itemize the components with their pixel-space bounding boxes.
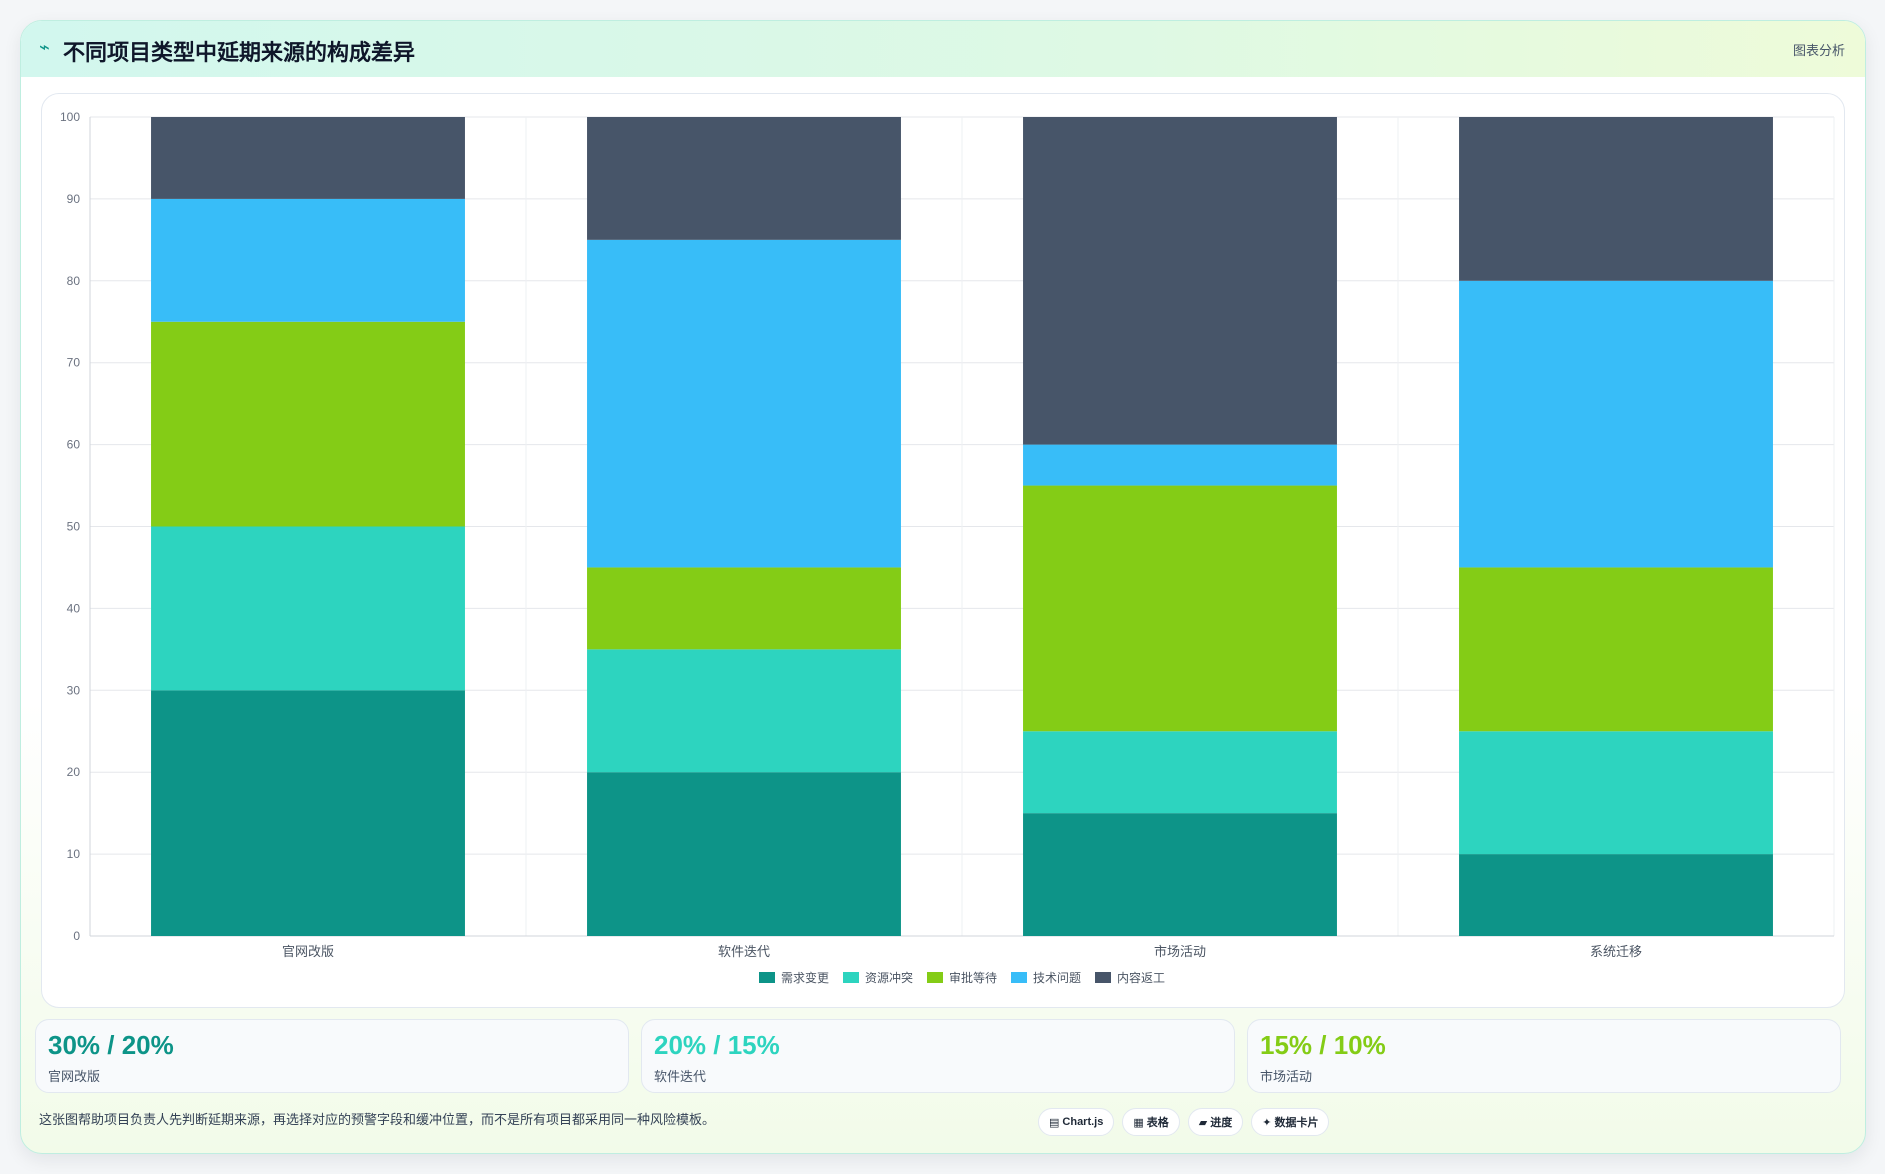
legend-swatch xyxy=(1095,972,1111,983)
legend-label: 审批等待 xyxy=(949,970,997,985)
stat-card-3: 15% / 10% 市场活动 xyxy=(1247,1019,1841,1093)
footer-note: 这张图帮助项目负责人先判断延期来源，再选择对应的预警字段和缓冲位置，而不是所有项… xyxy=(39,1112,716,1127)
chip-progress[interactable]: ▰ 进度 xyxy=(1187,1108,1244,1136)
bar-segment xyxy=(1459,731,1773,855)
chip-chartjs[interactable]: ▤ Chart.js xyxy=(1038,1108,1115,1136)
legend-swatch xyxy=(843,972,859,983)
bar-segment xyxy=(1023,731,1337,814)
chip-label: 数据卡片 xyxy=(1274,1117,1319,1129)
x-tick-label: 官网改版 xyxy=(282,944,334,959)
legend-swatch xyxy=(927,972,943,983)
legend-label: 内容返工 xyxy=(1117,970,1165,985)
y-tick-label: 0 xyxy=(73,929,80,943)
legend-label: 需求变更 xyxy=(781,970,829,985)
stacked-bar-chart: 0 10 20 30 40 50 60 70 80 90 100 官网改版 软件迭代 市场活动 系统迁移需求… xyxy=(60,110,1835,985)
bar-segment xyxy=(1023,117,1337,445)
bar-segment xyxy=(151,526,465,691)
bar-segment xyxy=(151,198,465,322)
y-tick-label: 20 xyxy=(67,765,81,779)
bar-segment xyxy=(1459,854,1773,936)
table-icon: ▦ xyxy=(1133,1116,1144,1129)
bar-segment xyxy=(1459,117,1773,281)
x-tick-label: 市场活动 xyxy=(1154,944,1206,959)
bar-segment xyxy=(1023,813,1337,936)
chart-title: 不同项目类型中延期来源的构成差异 xyxy=(63,40,416,65)
chip-data-card[interactable]: ✦ 数据卡片 xyxy=(1251,1108,1330,1136)
y-tick-label: 40 xyxy=(67,601,81,615)
chip-table[interactable]: ▦ 表格 xyxy=(1122,1108,1180,1136)
stat-value: 30% / 20% xyxy=(48,1030,174,1060)
bar-segment xyxy=(587,239,901,568)
stat-value: 20% / 15% xyxy=(654,1030,780,1060)
chip-label: Chart.js xyxy=(1062,1116,1104,1128)
bar-segment xyxy=(1023,444,1337,486)
bar-segment xyxy=(1459,567,1773,732)
y-tick-label: 50 xyxy=(67,520,81,534)
chart-analysis-badge: 图表分析 xyxy=(1792,43,1845,58)
bar-segment xyxy=(1459,280,1773,568)
tag-chips: ▤ Chart.js ▦ 表格 ▰ 进度 ✦ 数据卡片 xyxy=(1038,1108,1330,1136)
y-tick-label: 80 xyxy=(67,274,81,288)
y-tick-label: 70 xyxy=(67,356,81,370)
stat-card-1: 30% / 20% 官网改版 xyxy=(35,1019,629,1093)
stat-value: 15% / 10% xyxy=(1260,1030,1386,1060)
chip-label: 进度 xyxy=(1210,1117,1233,1129)
progress-icon: ▰ xyxy=(1198,1116,1208,1129)
chart-icon: ▤ xyxy=(1049,1116,1060,1129)
legend-swatch xyxy=(759,972,775,983)
stat-label: 市场活动 xyxy=(1260,1069,1313,1084)
chart-card: ⌁ 不同项目类型中延期来源的构成差异 图表分析 0 10 20 30 40 50 60 70 8… xyxy=(20,20,1866,1154)
chart-panel: 0 10 20 30 40 50 60 70 80 90 100 官网改版 软件迭代 市场活动 系统迁移需求… xyxy=(41,93,1845,1008)
x-tick-label: 系统迁移 xyxy=(1590,944,1642,959)
chip-label: 表格 xyxy=(1146,1117,1169,1129)
x-tick-label: 软件迭代 xyxy=(718,944,770,959)
card-icon: ✦ xyxy=(1262,1116,1272,1129)
y-tick-label: 30 xyxy=(67,683,81,697)
legend-label: 资源冲突 xyxy=(865,970,913,985)
bar-segment xyxy=(587,772,901,936)
trend-icon: ⌁ xyxy=(39,37,50,57)
bar-segment xyxy=(151,117,465,199)
y-tick-label: 60 xyxy=(67,438,81,452)
stat-label: 软件迭代 xyxy=(654,1069,707,1084)
card-header: ⌁ 不同项目类型中延期来源的构成差异 图表分析 xyxy=(21,21,1865,77)
stat-label: 官网改版 xyxy=(48,1069,101,1084)
y-tick-label: 100 xyxy=(60,110,80,124)
legend-label: 技术问题 xyxy=(1033,971,1081,985)
bar-segment xyxy=(151,690,465,936)
bar-segment xyxy=(587,649,901,773)
stat-card-2: 20% / 15% 软件迭代 xyxy=(641,1019,1235,1093)
bar-segment xyxy=(1023,485,1337,732)
y-tick-label: 90 xyxy=(67,192,81,206)
legend-swatch xyxy=(1011,972,1027,983)
y-tick-label: 10 xyxy=(67,847,81,861)
bar-segment xyxy=(151,321,465,527)
bar-segment xyxy=(587,117,901,240)
bar-segment xyxy=(587,567,901,650)
